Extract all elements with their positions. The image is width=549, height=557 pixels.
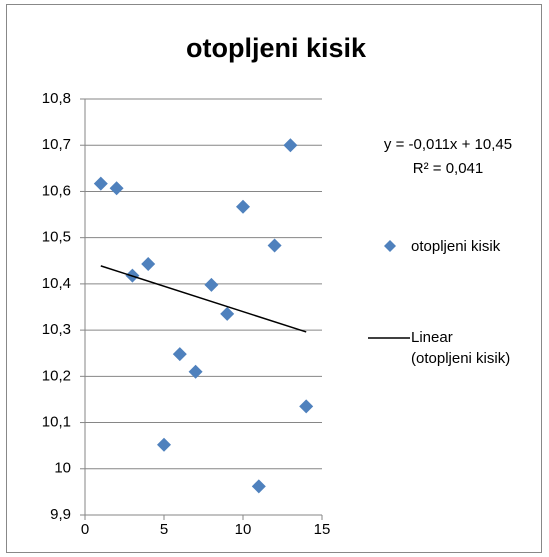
data-point (141, 257, 156, 272)
data-point (251, 479, 266, 494)
y-tick-label: 10,8 (42, 90, 71, 107)
y-tick-label: 10,6 (42, 182, 71, 199)
data-point (172, 347, 187, 362)
data-point (157, 437, 171, 452)
data-point (283, 138, 298, 153)
trendline-r2: R² = 0,041 (413, 160, 483, 177)
chart-title: otopljeni kisik (186, 33, 367, 63)
y-tick-label: 10 (54, 460, 71, 477)
legend-label: Linear (otopljeni kisik) (411, 329, 511, 367)
y-tick-label: 10,1 (42, 414, 71, 431)
legend-marker (384, 240, 396, 252)
data-point (267, 238, 282, 253)
y-tick-label: 9,9 (50, 506, 71, 523)
data-point (93, 176, 108, 191)
data-point (299, 399, 314, 414)
data-point (220, 306, 235, 321)
x-tick-label: 5 (160, 521, 168, 538)
y-tick-label: 10,5 (42, 229, 71, 246)
x-tick-label: 15 (314, 521, 331, 538)
y-tick-label: 10,4 (42, 275, 71, 292)
data-point (109, 181, 124, 196)
x-tick-label: 10 (235, 521, 252, 538)
y-tick-label: 10,3 (42, 321, 71, 338)
trendline (100, 265, 307, 333)
x-tick-label: 0 (81, 521, 89, 538)
legend-label: otopljeni kisik (411, 238, 501, 255)
trendline-equation: y = -0,011x + 10,45 (384, 136, 512, 153)
data-point (236, 199, 250, 214)
data-point (188, 364, 203, 379)
y-tick-label: 10,7 (42, 136, 71, 153)
data-point (204, 277, 219, 292)
chart-border (6, 4, 542, 553)
y-tick-label: 10,2 (42, 367, 71, 384)
